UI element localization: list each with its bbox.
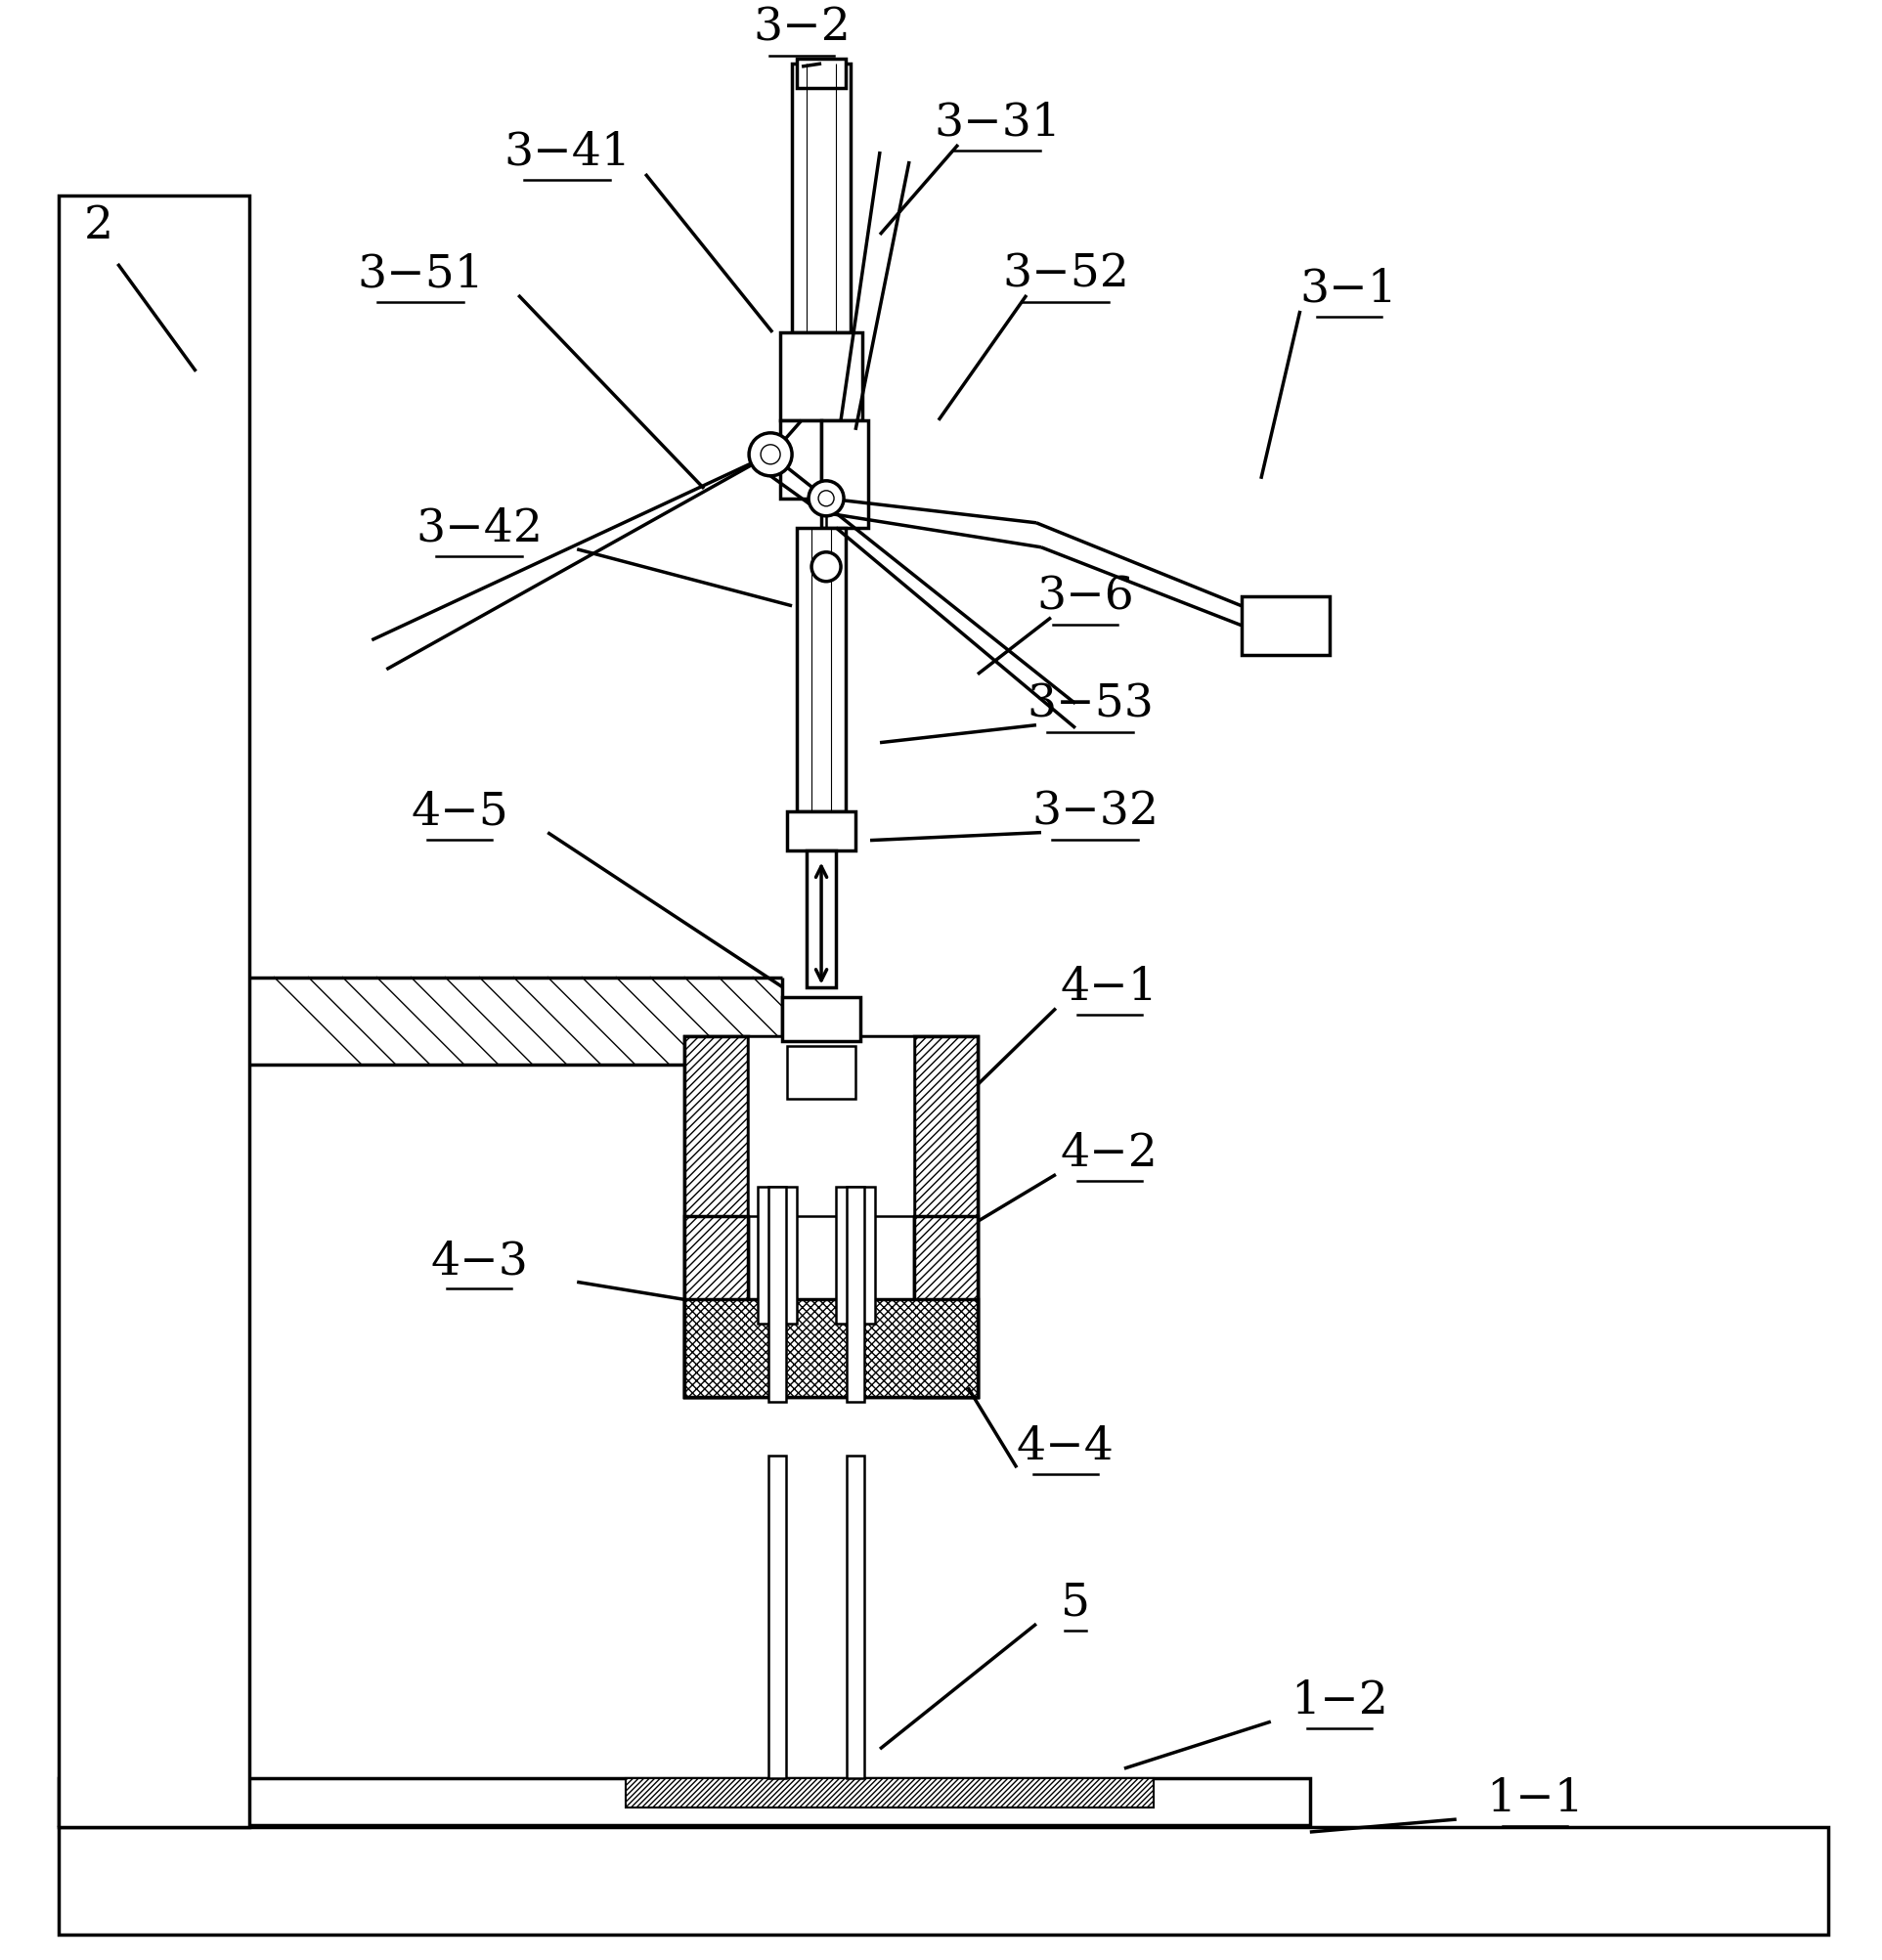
Bar xyxy=(58,1778,1310,1825)
Bar xyxy=(685,1217,747,1397)
Bar xyxy=(768,1188,787,1403)
Text: 4−3: 4−3 xyxy=(431,1239,529,1284)
Text: 3−51: 3−51 xyxy=(358,253,484,296)
Text: 2: 2 xyxy=(83,204,113,247)
Bar xyxy=(627,1778,1154,1807)
Circle shape xyxy=(809,482,843,517)
Bar xyxy=(796,529,845,811)
Bar xyxy=(915,1037,977,1397)
Text: 1−2: 1−2 xyxy=(1291,1678,1389,1723)
Bar xyxy=(747,1037,915,1217)
Bar xyxy=(781,333,862,421)
Bar xyxy=(847,1188,864,1403)
Bar xyxy=(787,1047,856,1100)
Text: 3−41: 3−41 xyxy=(504,129,630,174)
Bar xyxy=(58,196,250,1827)
Bar xyxy=(847,1456,864,1778)
Bar xyxy=(836,1188,875,1325)
Text: 1−1: 1−1 xyxy=(1485,1776,1583,1821)
Bar xyxy=(768,1456,787,1778)
Circle shape xyxy=(819,492,834,508)
Bar xyxy=(1242,596,1329,655)
Text: 3−6: 3−6 xyxy=(1037,574,1133,619)
Text: 4−1: 4−1 xyxy=(1061,964,1159,1009)
Text: 3−53: 3−53 xyxy=(1026,682,1154,727)
Bar xyxy=(781,421,821,500)
Bar xyxy=(807,851,836,988)
Text: 3−32: 3−32 xyxy=(1031,790,1159,833)
Bar xyxy=(685,1037,977,1397)
Text: 4−2: 4−2 xyxy=(1061,1131,1159,1176)
Bar xyxy=(796,59,845,88)
Text: 5: 5 xyxy=(1061,1580,1090,1625)
Text: 3−52: 3−52 xyxy=(1001,253,1129,296)
Bar xyxy=(685,1299,977,1397)
Bar xyxy=(821,421,868,529)
Bar xyxy=(787,811,856,851)
Bar xyxy=(58,1827,1827,1935)
Text: 3−2: 3−2 xyxy=(753,6,851,51)
Circle shape xyxy=(760,445,781,465)
Bar xyxy=(758,1188,796,1325)
Bar xyxy=(792,65,851,333)
Text: 4−5: 4−5 xyxy=(410,790,508,833)
Text: 3−31: 3−31 xyxy=(933,102,1061,145)
Bar xyxy=(915,1217,977,1397)
Bar xyxy=(685,1037,747,1397)
Text: 3−1: 3−1 xyxy=(1300,267,1398,312)
Text: 4−4: 4−4 xyxy=(1016,1425,1114,1468)
Circle shape xyxy=(811,553,841,582)
Bar xyxy=(783,998,860,1041)
Circle shape xyxy=(749,433,792,476)
Text: 3−42: 3−42 xyxy=(416,506,542,551)
